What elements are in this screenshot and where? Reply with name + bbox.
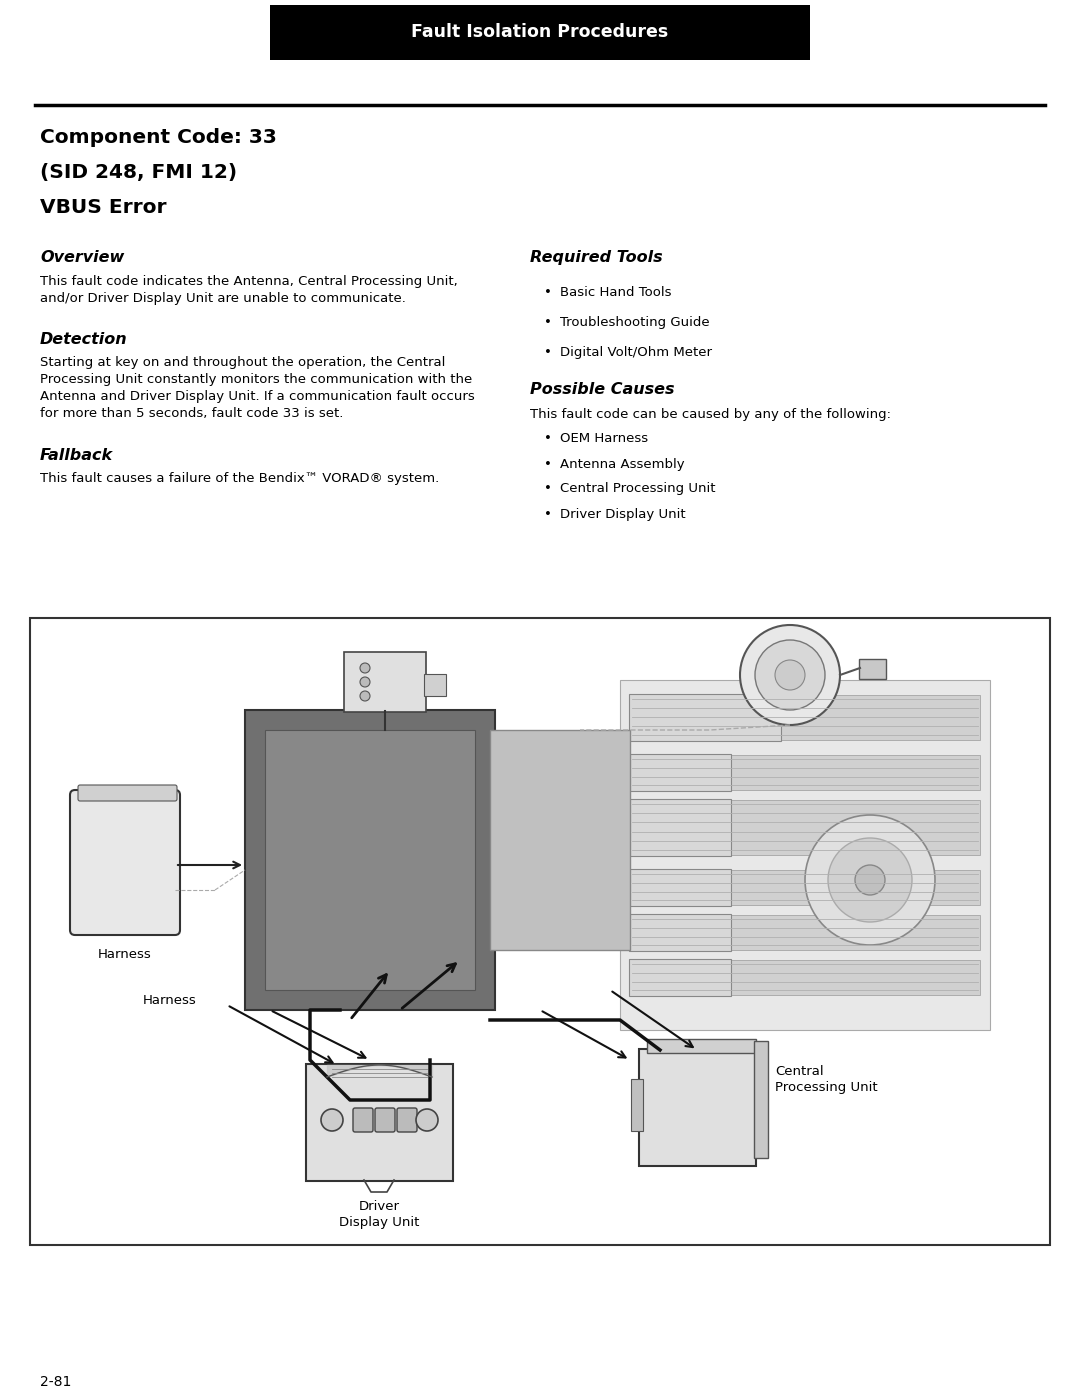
FancyBboxPatch shape — [424, 673, 446, 696]
FancyBboxPatch shape — [270, 6, 810, 60]
FancyBboxPatch shape — [630, 870, 980, 905]
FancyBboxPatch shape — [70, 789, 180, 935]
FancyBboxPatch shape — [629, 869, 731, 907]
Text: •: • — [544, 458, 552, 471]
Text: Harness: Harness — [144, 993, 197, 1006]
Text: This fault code can be caused by any of the following:: This fault code can be caused by any of … — [530, 408, 891, 420]
Circle shape — [828, 838, 912, 922]
Text: •: • — [544, 346, 552, 359]
Text: VBUS Error: VBUS Error — [40, 198, 166, 217]
FancyBboxPatch shape — [397, 1108, 417, 1132]
Circle shape — [416, 1109, 438, 1132]
Text: •: • — [544, 286, 552, 299]
FancyBboxPatch shape — [630, 960, 980, 995]
Text: Detection: Detection — [40, 332, 127, 346]
FancyBboxPatch shape — [754, 1041, 768, 1158]
Text: Required Tools: Required Tools — [530, 250, 663, 265]
Circle shape — [360, 664, 370, 673]
FancyBboxPatch shape — [306, 1065, 453, 1180]
Circle shape — [805, 814, 935, 944]
Text: •: • — [544, 432, 552, 446]
FancyBboxPatch shape — [630, 754, 980, 789]
Circle shape — [755, 640, 825, 710]
FancyBboxPatch shape — [630, 694, 980, 740]
Circle shape — [855, 865, 885, 895]
FancyBboxPatch shape — [353, 1108, 373, 1132]
Circle shape — [740, 624, 840, 725]
Text: Driver: Driver — [359, 1200, 400, 1213]
FancyBboxPatch shape — [375, 1108, 395, 1132]
Text: Processing Unit: Processing Unit — [775, 1081, 878, 1094]
Text: 2-81: 2-81 — [40, 1375, 71, 1389]
Text: Antenna Assembly: Antenna Assembly — [561, 458, 685, 471]
Text: Starting at key on and throughout the operation, the Central
Processing Unit con: Starting at key on and throughout the op… — [40, 356, 475, 420]
FancyBboxPatch shape — [630, 915, 980, 950]
Text: •: • — [544, 316, 552, 330]
FancyBboxPatch shape — [345, 652, 426, 712]
FancyBboxPatch shape — [245, 710, 495, 1010]
Text: OEM Harness: OEM Harness — [561, 432, 648, 446]
FancyBboxPatch shape — [620, 680, 990, 1030]
Text: Fault Isolation Procedures: Fault Isolation Procedures — [411, 22, 669, 41]
Text: Possible Causes: Possible Causes — [530, 381, 675, 397]
Text: •: • — [544, 482, 552, 495]
FancyBboxPatch shape — [629, 694, 781, 740]
Text: Central: Central — [775, 1065, 824, 1078]
Circle shape — [360, 692, 370, 701]
Text: Display Unit: Display Unit — [339, 1215, 419, 1229]
Text: Driver Display Unit: Driver Display Unit — [561, 509, 686, 521]
Circle shape — [775, 659, 805, 690]
Text: Fallback: Fallback — [40, 448, 113, 462]
FancyBboxPatch shape — [647, 1039, 756, 1053]
Circle shape — [360, 678, 370, 687]
FancyBboxPatch shape — [629, 958, 731, 996]
Text: Harness: Harness — [98, 949, 152, 961]
Text: This fault code indicates the Antenna, Central Processing Unit,
and/or Driver Di: This fault code indicates the Antenna, C… — [40, 275, 458, 305]
Text: Basic Hand Tools: Basic Hand Tools — [561, 286, 672, 299]
FancyBboxPatch shape — [78, 785, 177, 800]
Text: Overview: Overview — [40, 250, 124, 265]
FancyBboxPatch shape — [630, 800, 980, 855]
Text: Digital Volt/Ohm Meter: Digital Volt/Ohm Meter — [561, 346, 712, 359]
Text: Component Code: 33: Component Code: 33 — [40, 129, 276, 147]
FancyBboxPatch shape — [629, 799, 731, 856]
FancyBboxPatch shape — [629, 754, 731, 791]
Text: (SID 248, FMI 12): (SID 248, FMI 12) — [40, 163, 238, 182]
FancyBboxPatch shape — [30, 617, 1050, 1245]
FancyBboxPatch shape — [639, 1049, 756, 1166]
Text: •: • — [544, 509, 552, 521]
Text: Central Processing Unit: Central Processing Unit — [561, 482, 715, 495]
FancyBboxPatch shape — [631, 1078, 643, 1132]
Text: Troubleshooting Guide: Troubleshooting Guide — [561, 316, 710, 330]
FancyBboxPatch shape — [629, 914, 731, 951]
FancyBboxPatch shape — [859, 659, 886, 679]
FancyBboxPatch shape — [265, 731, 475, 990]
Text: This fault causes a failure of the Bendix™ VORAD® system.: This fault causes a failure of the Bendi… — [40, 472, 440, 485]
Circle shape — [321, 1109, 343, 1132]
FancyBboxPatch shape — [490, 731, 630, 950]
